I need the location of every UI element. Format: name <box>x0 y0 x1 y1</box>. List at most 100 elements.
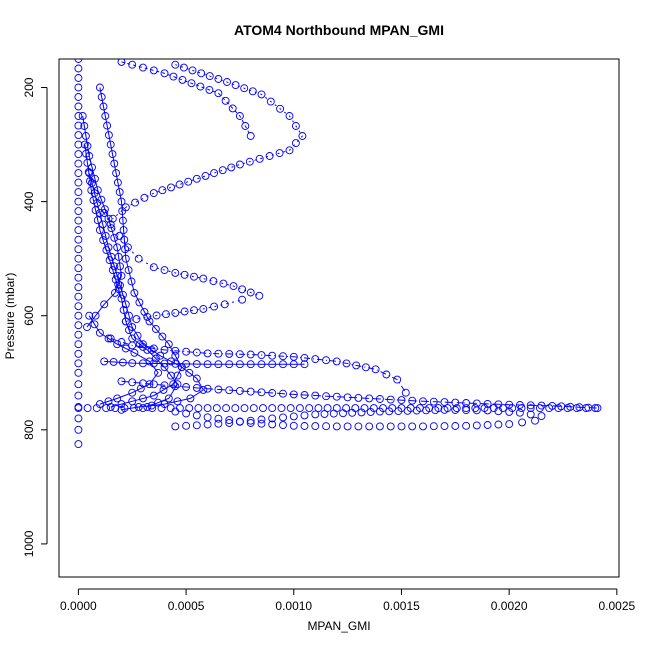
data-point <box>104 397 113 406</box>
data-point <box>145 380 154 389</box>
data-point <box>186 394 195 403</box>
data-point <box>214 419 223 428</box>
data-point <box>74 330 83 339</box>
data-point <box>197 69 206 78</box>
data-point <box>113 394 122 403</box>
data-point <box>300 391 309 399</box>
data-point <box>173 397 182 406</box>
data-point <box>240 84 249 93</box>
series-line <box>88 315 159 405</box>
x-axis: 0.0000 0.0005 0.0010 0.0015 0.0020 0.0025 <box>60 588 636 613</box>
data-point <box>83 323 91 332</box>
data-point <box>159 385 168 394</box>
data-point <box>74 273 83 282</box>
data-point <box>248 87 257 96</box>
data-point <box>279 421 287 430</box>
data-point <box>471 404 480 413</box>
data-point <box>429 397 438 406</box>
data-point <box>83 404 92 413</box>
data-point <box>100 205 109 214</box>
data-point <box>109 357 118 366</box>
data-point <box>218 166 227 175</box>
data-point <box>111 288 119 297</box>
data-point <box>184 177 193 186</box>
data-point <box>156 351 165 360</box>
data-point <box>143 345 152 354</box>
data-point <box>227 163 236 172</box>
data-point <box>151 325 160 333</box>
data-point <box>118 216 127 225</box>
data-point <box>88 163 96 172</box>
data-point <box>221 96 230 105</box>
data-point <box>167 357 175 366</box>
data-point <box>451 406 460 414</box>
data-point <box>246 419 255 427</box>
data-point <box>185 368 194 377</box>
data-point <box>171 60 180 69</box>
data-point <box>74 235 83 244</box>
data-point <box>74 311 83 320</box>
data-point <box>171 268 180 277</box>
data-point <box>179 63 188 72</box>
data-point <box>102 404 111 413</box>
data-point <box>386 395 395 404</box>
data-point <box>483 421 492 429</box>
data-point <box>74 207 83 216</box>
data-point <box>285 146 294 155</box>
data-point <box>169 72 178 81</box>
data-point <box>95 400 104 409</box>
data-point <box>149 66 158 75</box>
data-point <box>108 150 117 159</box>
data-point <box>205 72 214 81</box>
data-point <box>192 348 201 357</box>
data-point <box>537 401 546 410</box>
data-point <box>106 403 115 411</box>
data-point <box>106 334 115 343</box>
x-tick-label: 0.0005 <box>168 599 205 613</box>
series-line <box>82 115 123 328</box>
data-point <box>117 338 126 346</box>
data-point <box>235 350 244 359</box>
data-point <box>182 383 191 391</box>
data-point <box>582 404 591 413</box>
data-point <box>192 174 201 183</box>
data-point <box>74 216 83 225</box>
data-point <box>246 288 255 297</box>
data-point <box>164 340 173 349</box>
data-point <box>158 332 167 341</box>
data-point <box>74 349 83 358</box>
data-point <box>225 360 234 369</box>
data-point <box>257 415 266 424</box>
data-point <box>169 380 178 389</box>
data-point <box>97 93 106 101</box>
data-point <box>357 408 366 417</box>
data-point <box>101 112 110 120</box>
data-point <box>171 407 180 416</box>
data-point <box>104 131 113 140</box>
data-point <box>90 320 99 329</box>
data-point <box>171 346 180 355</box>
data-point <box>74 74 83 82</box>
data-point <box>246 350 255 359</box>
data-point <box>149 189 158 198</box>
data-point <box>95 328 104 337</box>
data-point <box>231 81 240 90</box>
data-point <box>440 422 449 431</box>
data-point <box>246 360 255 369</box>
data-point <box>265 152 274 160</box>
data-point <box>231 404 240 413</box>
data-point <box>235 160 244 169</box>
data-point <box>365 422 374 431</box>
data-point <box>160 69 169 78</box>
data-point <box>394 407 403 416</box>
data-point <box>375 422 384 431</box>
data-point <box>131 198 140 207</box>
data-point <box>332 392 341 401</box>
data-point <box>139 404 147 413</box>
data-point <box>175 404 184 413</box>
data-point <box>185 404 194 413</box>
data-point <box>117 271 126 280</box>
data-point <box>74 159 83 168</box>
data-point <box>74 93 83 101</box>
data-point <box>203 420 212 429</box>
